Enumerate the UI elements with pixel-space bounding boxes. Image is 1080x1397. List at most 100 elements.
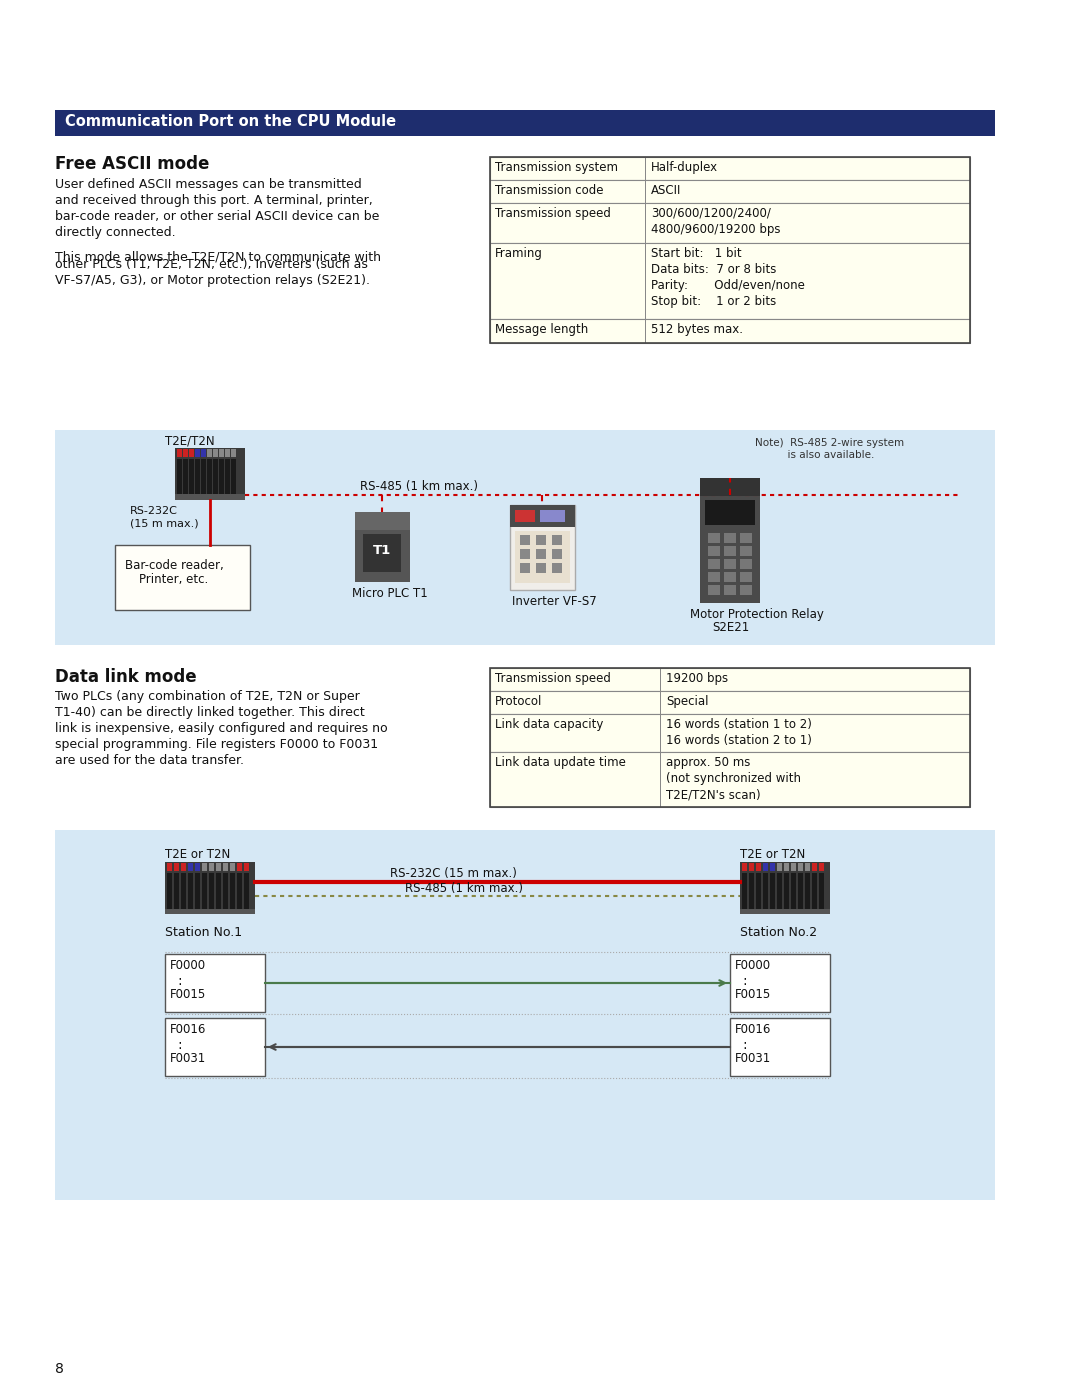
Text: 300/600/1200/2400/
4800/9600/19200 bps: 300/600/1200/2400/ 4800/9600/19200 bps [651, 207, 781, 236]
Bar [177, 448, 183, 457]
Bar [213, 448, 218, 457]
Text: T1-40) can be directly linked together. This direct: T1-40) can be directly linked together. … [55, 705, 365, 719]
Bar [742, 863, 747, 870]
Text: Two PLCs (any combination of T2E, T2N or Super: Two PLCs (any combination of T2E, T2N or… [55, 690, 360, 703]
Bar [805, 863, 810, 870]
Bar [183, 448, 188, 457]
Text: RS-232C (15 m max.): RS-232C (15 m max.) [390, 868, 517, 880]
Bar [762, 873, 768, 911]
Bar [756, 863, 761, 870]
Text: Transmission speed: Transmission speed [495, 207, 611, 219]
Text: Transmission code: Transmission code [495, 184, 604, 197]
Text: F0015: F0015 [735, 988, 771, 1002]
Text: 512 bytes max.: 512 bytes max. [651, 323, 743, 337]
Bar [230, 873, 235, 911]
Text: F0016: F0016 [735, 1023, 771, 1037]
Text: T2E or T2N: T2E or T2N [740, 848, 806, 861]
Text: Motor Protection Relay: Motor Protection Relay [690, 608, 824, 622]
Bar [167, 863, 172, 870]
Text: F0015: F0015 [170, 988, 206, 1002]
Text: :: : [742, 1038, 746, 1052]
Bar [519, 535, 530, 545]
Text: bar-code reader, or other serial ASCII device can be: bar-code reader, or other serial ASCII d… [55, 210, 379, 224]
Bar [762, 863, 768, 870]
Text: and received through this port. A terminal, printer,: and received through this port. A termin… [55, 194, 373, 207]
Bar [740, 559, 752, 569]
Bar [740, 546, 752, 556]
Bar [213, 460, 218, 497]
Bar [355, 511, 410, 583]
Bar [55, 110, 995, 136]
Bar [195, 873, 200, 911]
Bar [519, 549, 530, 559]
Text: T2E/T2N: T2E/T2N [165, 434, 215, 448]
Bar [536, 549, 546, 559]
Bar [363, 534, 401, 571]
Bar [770, 863, 775, 870]
Bar [167, 873, 172, 911]
Bar [174, 863, 179, 870]
Bar [791, 863, 796, 870]
Bar [355, 511, 410, 529]
Text: Message length: Message length [495, 323, 589, 337]
Bar [740, 571, 752, 583]
Bar [210, 863, 214, 870]
Bar [724, 571, 735, 583]
Text: F0016: F0016 [170, 1023, 206, 1037]
Bar [515, 510, 535, 522]
Bar [174, 873, 179, 911]
Text: Micro PLC T1: Micro PLC T1 [352, 587, 428, 599]
Text: 19200 bps: 19200 bps [666, 672, 728, 685]
Text: are used for the data transfer.: are used for the data transfer. [55, 754, 244, 767]
Bar [195, 863, 200, 870]
Bar [798, 873, 804, 911]
Bar [189, 460, 194, 497]
Bar [510, 504, 575, 590]
Bar [740, 909, 831, 914]
Text: Station No.1: Station No.1 [165, 926, 242, 939]
Text: :: : [177, 974, 181, 988]
Text: 8: 8 [55, 1362, 64, 1376]
Bar [724, 585, 735, 595]
Text: Inverter VF-S7: Inverter VF-S7 [512, 595, 597, 608]
Text: Transmission system: Transmission system [495, 161, 618, 175]
Bar [222, 863, 228, 870]
Bar [700, 478, 760, 496]
Bar [181, 873, 186, 911]
Bar [55, 830, 995, 1200]
Bar [207, 460, 212, 497]
Text: is also available.: is also available. [755, 450, 875, 460]
Bar [552, 563, 562, 573]
Bar [183, 460, 188, 497]
Bar [225, 460, 230, 497]
Bar [202, 873, 207, 911]
Bar [490, 243, 970, 319]
Bar [222, 873, 228, 911]
Text: :: : [742, 974, 746, 988]
Text: Free ASCII mode: Free ASCII mode [55, 155, 210, 173]
Bar [724, 559, 735, 569]
Bar [552, 535, 562, 545]
Bar [708, 571, 720, 583]
Text: Station No.2: Station No.2 [740, 926, 818, 939]
Bar [700, 478, 760, 604]
Bar [490, 714, 970, 752]
Bar [708, 546, 720, 556]
Bar [188, 873, 193, 911]
Bar [201, 448, 206, 457]
Bar [231, 448, 237, 457]
Text: RS-485 (1 km max.): RS-485 (1 km max.) [360, 481, 478, 493]
Text: approx. 50 ms
(not synchronized with
T2E/T2N's scan): approx. 50 ms (not synchronized with T2E… [666, 756, 801, 800]
Bar [165, 1018, 265, 1076]
Text: Transmission speed: Transmission speed [495, 672, 611, 685]
Bar [55, 430, 995, 645]
Bar [724, 534, 735, 543]
Bar [805, 873, 810, 911]
Bar [216, 863, 221, 870]
Text: link is inexpensive, easily configured and requires no: link is inexpensive, easily configured a… [55, 722, 388, 735]
Text: directly connected.: directly connected. [55, 226, 176, 239]
Text: Start bit:   1 bit
Data bits:  7 or 8 bits
Parity:       Odd/even/none
Stop bit:: Start bit: 1 bit Data bits: 7 or 8 bits … [651, 247, 805, 307]
Text: Data link mode: Data link mode [55, 668, 197, 686]
Text: (15 m max.): (15 m max.) [130, 518, 199, 528]
Text: Special: Special [666, 694, 708, 708]
